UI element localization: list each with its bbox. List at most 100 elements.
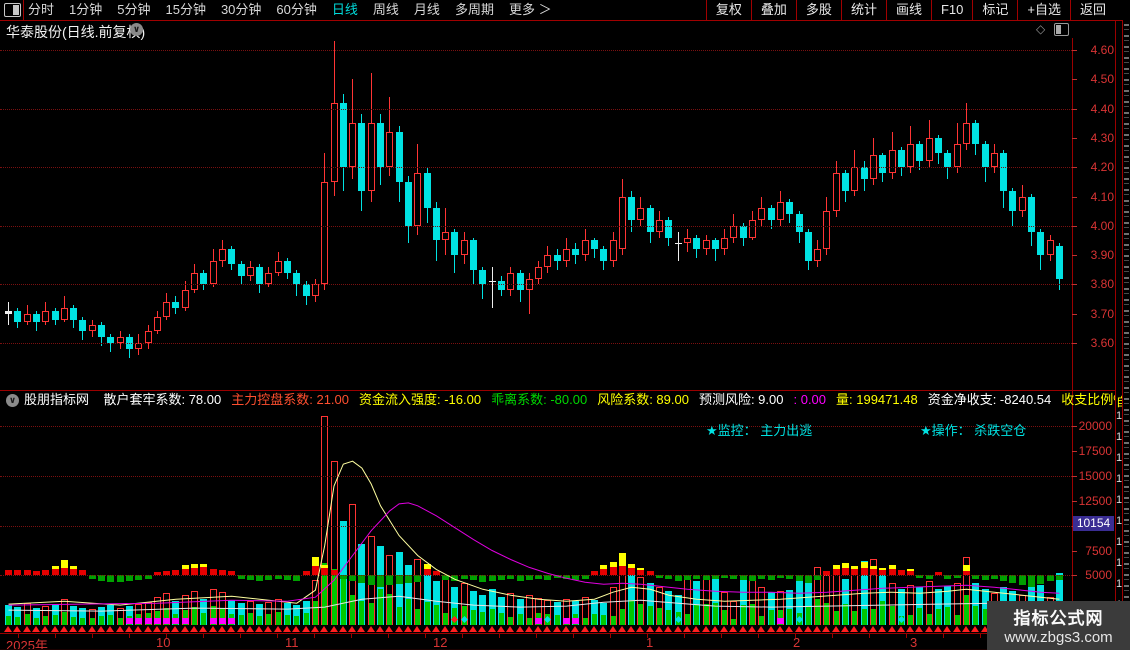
tool-button[interactable]: F10 — [930, 0, 972, 20]
right-sidebar-strip[interactable] — [1122, 20, 1130, 650]
signal-triangle-icon — [608, 626, 617, 632]
period-item[interactable]: 1分钟 — [69, 2, 103, 17]
tool-button[interactable]: 统计 — [840, 0, 886, 20]
signal-triangle-icon — [50, 626, 59, 632]
ribbon-block-green — [274, 575, 282, 580]
period-item[interactable]: 5分钟 — [117, 2, 151, 17]
period-item[interactable]: 日线 — [331, 2, 358, 17]
volume-inner-green — [973, 606, 979, 625]
volume-inner-green — [870, 609, 876, 625]
volume-inner-green — [843, 604, 848, 625]
price-axis-label: 4.20 — [1090, 160, 1114, 175]
candle-body-up — [962, 123, 970, 144]
volume-inner-green — [285, 615, 290, 625]
timeline-tick — [240, 634, 241, 638]
candle-body-down — [804, 231, 812, 261]
indicator-field: 资金流入强度: -16.00 — [359, 392, 482, 407]
tool-button[interactable]: 标记 — [972, 0, 1017, 20]
tool-button[interactable]: 返回 — [1069, 0, 1115, 20]
signal-triangle-icon — [162, 626, 171, 632]
volume-bar-down — [600, 603, 608, 625]
volume-inner-green — [192, 607, 197, 625]
period-item[interactable]: 更多 ＞ — [508, 2, 552, 17]
candle-body-up — [442, 231, 450, 241]
signal-magenta-square-icon — [776, 618, 784, 624]
timeline-label: 3 — [910, 635, 918, 650]
candle-body-down — [897, 149, 905, 168]
candle-body-up — [23, 313, 31, 323]
tool-button[interactable]: 叠加 — [750, 0, 796, 20]
candle-body-down — [470, 240, 477, 270]
volume-indicator-chart[interactable] — [0, 410, 1072, 633]
candle-body-down — [842, 173, 849, 191]
candle-body-doji — [5, 310, 12, 314]
diamond-icon[interactable]: ◇ — [1036, 22, 1046, 36]
period-item[interactable]: 月线 — [413, 2, 440, 17]
period-item[interactable]: 多周期 — [454, 2, 494, 17]
ribbon-block-green — [1037, 575, 1045, 585]
volume-bar-down — [302, 601, 310, 625]
ribbon-block-green — [284, 575, 291, 581]
indicator-field: 风险系数: 89.00 — [597, 392, 689, 407]
volume-inner-green — [238, 615, 244, 625]
ribbon-block-green — [507, 575, 515, 580]
ribbon-block-green — [553, 575, 561, 579]
ribbon-block-red — [311, 566, 319, 576]
candle-body-down — [693, 237, 701, 250]
tool-button[interactable]: 画线 — [885, 0, 931, 20]
ribbon-block-red — [79, 570, 87, 576]
candle-body-down — [79, 319, 87, 332]
timeline-tick — [684, 634, 685, 638]
signal-triangle-icon — [4, 626, 12, 632]
period-item[interactable]: 30分钟 — [220, 2, 262, 17]
signal-triangle-icon — [915, 626, 924, 632]
watermark-site-name: 指标公式网 — [1013, 609, 1104, 628]
volume-inner-green — [815, 599, 821, 625]
clipped-digit: 1 — [1116, 557, 1122, 569]
timeline-axis[interactable]: 2025年 10 11 12 1 2 3 — [0, 633, 1072, 650]
period-item[interactable]: 周线 — [372, 2, 399, 17]
candle-body-up — [721, 237, 729, 250]
ribbon-block-green — [1046, 575, 1054, 582]
chevron-down-icon[interactable]: ∨ — [130, 23, 143, 36]
candle-body-down — [293, 272, 301, 285]
signal-triangle-icon — [394, 626, 403, 632]
indicator-field: 预测风险: 9.00 — [698, 392, 784, 407]
clipped-digit: 1 — [1116, 473, 1122, 485]
tool-button[interactable]: 多股 — [795, 0, 841, 20]
panel-toggle-icon[interactable] — [1054, 23, 1069, 36]
period-item[interactable]: 15分钟 — [165, 2, 206, 17]
volume-inner-green — [210, 606, 216, 625]
signal-triangle-icon — [562, 626, 570, 632]
tool-button[interactable]: 复权 — [705, 0, 751, 20]
timeline-tick — [18, 634, 19, 638]
clipped-digit: 1 — [1116, 578, 1122, 590]
window-panel-icon[interactable] — [4, 3, 21, 17]
ribbon-block-green — [683, 575, 691, 581]
tool-button[interactable]: +自选 — [1017, 0, 1070, 20]
indicator-chevron-icon[interactable]: ∨ — [6, 394, 19, 407]
candle-body-down — [767, 208, 775, 220]
candle-body-up — [823, 211, 831, 250]
signal-triangle-icon — [859, 626, 868, 632]
period-item[interactable]: 分时 — [28, 2, 55, 17]
ribbon-block-green — [98, 575, 105, 582]
ribbon-block-green — [1000, 575, 1008, 582]
signal-magenta-square-icon — [228, 618, 236, 624]
ribbon-block-green — [237, 575, 245, 580]
ribbon-block-yellow — [191, 564, 198, 569]
period-item[interactable]: 60分钟 — [276, 2, 317, 17]
ribbon-block-red — [842, 568, 849, 576]
volume-inner-green — [629, 600, 635, 625]
signal-triangle-icon — [664, 626, 673, 632]
ribbon-block-green — [535, 575, 543, 580]
candle-body-down — [628, 196, 636, 220]
volume-inner-green — [108, 615, 114, 625]
candle-body-up — [274, 260, 282, 273]
ribbon-block-green — [767, 575, 775, 581]
volume-inner-green — [219, 608, 225, 625]
candle-body-down — [600, 249, 608, 261]
volume-inner-green — [638, 604, 644, 625]
candlestick-chart[interactable] — [0, 38, 1072, 390]
